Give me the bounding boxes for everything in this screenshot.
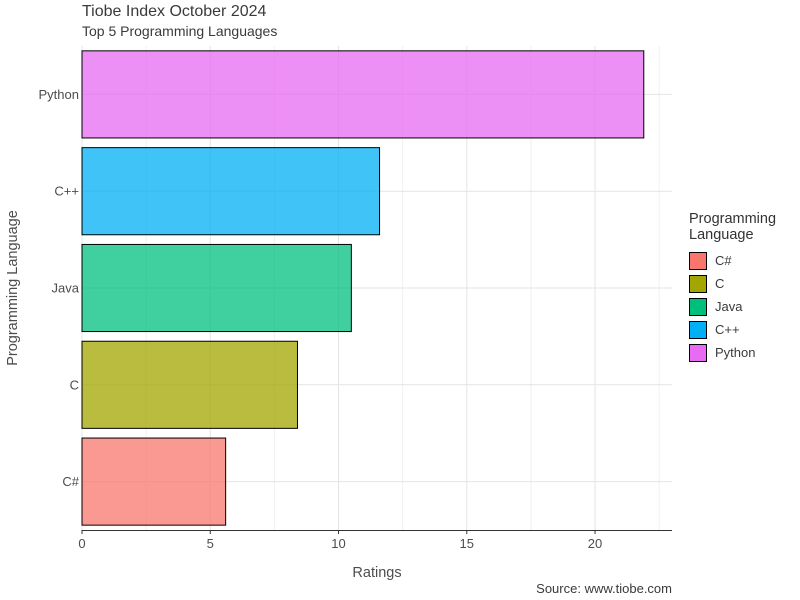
y-tick-label: C++ <box>54 184 79 199</box>
legend-item: C++ <box>689 318 789 341</box>
legend-item: C <box>689 272 789 295</box>
legend-items: C# C Java C++ Python <box>689 249 789 364</box>
x-tick-label: 0 <box>78 536 85 551</box>
y-tick-label: Python <box>39 87 79 102</box>
chart-title: Tiobe Index October 2024 <box>82 3 267 20</box>
legend-label: C++ <box>715 322 740 337</box>
x-tick-label: 5 <box>207 536 214 551</box>
y-tick-label: Java <box>52 281 80 296</box>
legend-label: Java <box>715 299 743 314</box>
legend-swatch <box>689 274 707 293</box>
legend-swatch <box>689 251 707 270</box>
legend-title: Programming Language <box>689 211 777 243</box>
chart-subtitle: Top 5 Programming Languages <box>82 23 278 39</box>
legend-item: Java <box>689 295 789 318</box>
bar-csharp <box>81 437 227 526</box>
legend: Programming Language C# C Java C++ Python <box>689 211 789 364</box>
bar-cpp <box>81 147 381 236</box>
legend-swatch <box>689 297 707 316</box>
x-tick-label: 10 <box>331 536 345 551</box>
legend-label: Python <box>715 345 756 360</box>
y-axis-title: Programming Language <box>5 210 21 366</box>
x-axis-title: Ratings <box>352 565 401 581</box>
x-tick-label: 20 <box>588 536 602 551</box>
legend-label: C <box>715 276 725 291</box>
y-tick-label: C <box>70 377 79 392</box>
chart-caption: Source: www.tiobe.com <box>536 581 672 596</box>
bar-java <box>81 243 352 333</box>
bar-python <box>81 50 645 139</box>
bar-c <box>81 340 298 429</box>
legend-label: C# <box>715 253 732 268</box>
x-tick-label: 15 <box>460 536 474 551</box>
legend-item: C# <box>689 249 789 272</box>
y-tick-label: C# <box>62 474 79 489</box>
legend-swatch <box>689 343 707 362</box>
legend-swatch <box>689 320 707 339</box>
legend-item: Python <box>689 341 789 364</box>
